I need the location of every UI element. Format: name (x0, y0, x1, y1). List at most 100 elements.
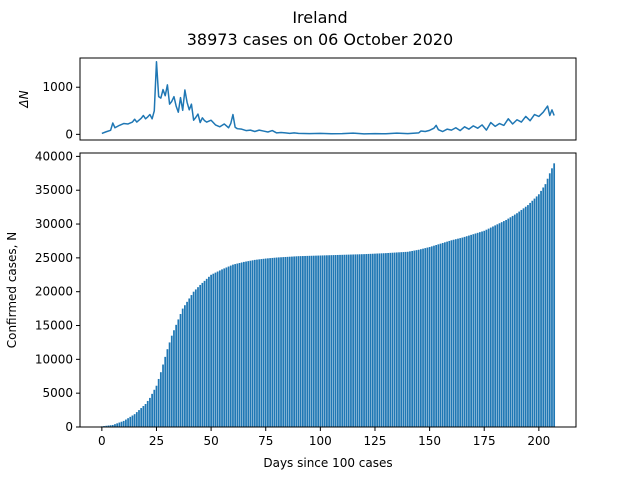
cumulative-bar (192, 291, 195, 427)
cumulative-bar (275, 257, 278, 427)
cumulative-bar (315, 255, 317, 427)
cumulative-bar (446, 241, 448, 427)
cumulative-bar (188, 298, 191, 427)
cumulative-bar (332, 255, 335, 427)
cumulative-bar (258, 259, 261, 427)
cumulative-bar (461, 237, 464, 427)
cumulative-bar (109, 425, 112, 427)
cumulative-bar (465, 236, 468, 427)
cumulative-bar (468, 235, 470, 427)
bottom-y-ticks: 0 5000 10000 15000 20000 25000 30000 35000 40000 (35, 149, 80, 434)
cumulative-bar (542, 187, 545, 427)
cumulative-bar (441, 242, 444, 427)
cumulative-bar (409, 251, 411, 427)
cumulative-bar (483, 230, 486, 427)
cumulative-bar (363, 254, 365, 427)
bottom-x-tick-label: 175 (473, 434, 496, 448)
cumulative-bar (378, 253, 381, 427)
cumulative-bar (426, 247, 429, 427)
cumulative-bar (138, 410, 140, 427)
cumulative-bar (111, 424, 114, 427)
cumulative-bar (358, 254, 361, 427)
cumulative-bar (201, 282, 204, 427)
cumulative-bar (374, 253, 376, 427)
cumulative-bar (489, 227, 492, 427)
cumulative-bar (433, 245, 435, 427)
cumulative-bar (277, 257, 280, 427)
cumulative-bar (367, 253, 370, 427)
bottom-x-tick-label: 0 (98, 434, 106, 448)
cumulative-bar (162, 364, 164, 427)
cumulative-bar (533, 198, 536, 427)
cumulative-bar (177, 319, 180, 427)
cumulative-bar (360, 254, 363, 427)
cumulative-bar (229, 265, 232, 427)
cumulative-bar (273, 257, 276, 427)
bottom-x-ticks: 0 25 50 75 100 125 150 175 200 (98, 427, 550, 448)
cumulative-bar (181, 308, 184, 427)
cumulative-bar (481, 231, 483, 427)
cumulative-bar (249, 260, 252, 427)
cumulative-bar (133, 414, 136, 427)
cumulative-bar (391, 252, 394, 427)
cumulative-bar (164, 356, 167, 427)
cumulative-bar (505, 219, 507, 427)
cumulative-bar (448, 240, 451, 427)
cumulative-bar (330, 255, 333, 427)
cumulative-bar (520, 209, 523, 427)
bottom-y-tick-label: 35000 (35, 183, 73, 197)
cumulative-bar (474, 233, 477, 427)
cumulative-axes-frame (79, 152, 577, 428)
cumulative-bar (511, 215, 514, 427)
cumulative-x-label: Days since 100 cases (263, 456, 392, 470)
bottom-x-tick-label: 25 (149, 434, 164, 448)
cumulative-bar (444, 242, 446, 427)
bottom-y-tick-label: 30000 (35, 217, 73, 231)
cumulative-bar (496, 224, 499, 427)
cumulative-bar (352, 254, 354, 427)
cumulative-bar (284, 256, 287, 427)
bottom-x-tick-label: 100 (309, 434, 332, 448)
cumulative-bar (402, 252, 405, 427)
cumulative-bar (437, 244, 440, 427)
cumulative-bar (159, 372, 162, 427)
cumulative-bar (304, 255, 306, 427)
cumulative-bar (317, 255, 320, 427)
top-y-tick-label: 1000 (42, 80, 73, 94)
cumulative-bar (430, 246, 433, 427)
cumulative-bar (208, 276, 210, 427)
bottom-y-tick-label: 0 (65, 420, 73, 434)
cumulative-bar (142, 406, 145, 427)
cumulative-bar (105, 425, 108, 427)
cumulative-bar (341, 254, 344, 427)
cumulative-bar (225, 267, 228, 427)
bottom-y-tick-label: 5000 (42, 386, 73, 400)
cumulative-cases-panel: 0 5000 10000 15000 20000 25000 30000 35000 40000… (5, 149, 577, 470)
cumulative-bar (280, 257, 282, 427)
cumulative-bar (516, 213, 518, 427)
cumulative-bar (120, 421, 123, 427)
cumulative-bar (146, 400, 149, 427)
bottom-x-tick-label: 200 (527, 434, 550, 448)
bottom-y-tick-label: 15000 (35, 319, 73, 333)
cumulative-bar (203, 280, 206, 427)
cumulative-bar (264, 258, 267, 427)
cumulative-bar (271, 257, 274, 427)
cumulative-bar (323, 255, 326, 427)
cumulative-bar (216, 271, 219, 427)
cumulative-bar (336, 254, 339, 427)
cumulative-bar (371, 253, 374, 427)
cumulative-bar (299, 256, 302, 427)
cumulative-bar (127, 418, 129, 427)
cumulative-bar (328, 255, 330, 427)
cumulative-bar (168, 342, 171, 427)
cumulative-bar (524, 206, 527, 427)
cumulative-bar (245, 261, 247, 427)
cumulative-bar (507, 218, 510, 427)
cumulative-bar (540, 190, 542, 427)
cumulative-bar (116, 423, 119, 427)
cumulative-bar (212, 273, 215, 427)
daily-change-panel: 0 1000 ΔN (17, 57, 577, 141)
cumulative-bar (476, 232, 479, 427)
